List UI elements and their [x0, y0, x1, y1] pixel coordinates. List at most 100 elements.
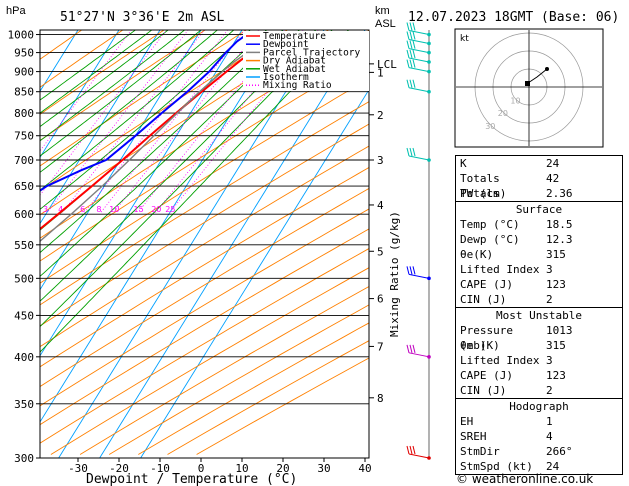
wind-barb: [406, 445, 431, 460]
row-label: CIN (J): [460, 293, 507, 306]
hodograph-ring-label: 10: [510, 97, 520, 106]
wind-barb-flag: [409, 49, 413, 59]
unstable-box: Most Unstable Pressure (mb) 1013 θe (K) 315 L…: [455, 308, 623, 399]
dry-adiabat-line: [40, 30, 165, 115]
row-value: 2.36: [546, 187, 573, 200]
series-dewpoint: [40, 31, 251, 192]
wind-barb-flag: [412, 266, 416, 275]
dry-adiabat-line: [138, 322, 369, 455]
table-row: Temp (°C) 18.5: [456, 217, 622, 232]
wind-barbs: [406, 22, 431, 460]
wind-barb-flag: [412, 22, 416, 31]
wind-barb-staff: [408, 67, 430, 73]
wind-barb-flag: [406, 79, 410, 88]
hodograph-end-point: [545, 67, 549, 71]
legend-label: Temperature: [263, 31, 326, 42]
wet-adiabat-line: [40, 30, 235, 191]
hodograph-box: Hodograph EH 1 SREH 4 StmDir 266° StmSpd (kt) 24: [455, 399, 623, 475]
table-row: StmSpd (kt) 24: [456, 459, 622, 474]
pressure-tick-label: 400: [14, 351, 34, 364]
height-tick-label: 1: [377, 66, 384, 79]
mixing-ratio-label: 3: [43, 205, 48, 214]
pressure-tick-label: 850: [14, 86, 34, 99]
row-label: Totals Totals: [460, 172, 500, 200]
table-row: CIN (J) 2: [456, 383, 622, 398]
wind-barb-staff: [408, 48, 430, 54]
row-value: 1: [546, 415, 553, 428]
wind-barb-dot: [427, 355, 431, 359]
dry-adiabat-line: [50, 267, 369, 455]
wet-adiabat-line: [40, 30, 169, 128]
wind-barb-dot: [427, 32, 431, 37]
wind-barb: [406, 266, 431, 281]
wind-barb-flag: [406, 49, 410, 59]
row-label: CAPE (J): [460, 278, 513, 291]
wind-barb-flag: [406, 147, 410, 157]
table-row: CAPE (J) 123: [456, 368, 622, 383]
row-value: 18.5: [546, 218, 573, 231]
section-title: Most Unstable: [495, 309, 583, 322]
dry-adiabat-line: [79, 285, 369, 455]
wet-adiabat-line: [40, 30, 185, 142]
table-row: Lifted Index 3: [456, 353, 622, 368]
wind-barb-flag: [409, 40, 413, 49]
wind-barb-flag: [406, 445, 410, 455]
isotherm-line: [40, 30, 120, 159]
wind-barb-flag: [406, 22, 410, 31]
height-tick-label: 3: [377, 154, 384, 167]
plot-frame: [39, 29, 370, 459]
dry-adiabat-line: [40, 228, 369, 426]
wind-barb-flag: [409, 147, 413, 157]
isotherm-line: [40, 30, 202, 291]
wet-adiabat-line: [40, 30, 153, 114]
table-row: θe(K) 315: [456, 247, 622, 262]
wind-barb: [406, 344, 431, 359]
dry-adiabat-line: [40, 30, 247, 167]
mixing-ratio-line: [169, 30, 319, 213]
hodograph-ring-label: 20: [498, 109, 508, 118]
wet-adiabat-line: [40, 30, 251, 210]
table-row: PW (cm) 2.36: [456, 186, 622, 201]
dry-adiabat-line: [40, 208, 369, 407]
wind-barb-flag: [412, 49, 416, 59]
wind-barb-flag: [409, 31, 413, 40]
legend-label: Dewpoint: [263, 39, 309, 50]
wind-barb: [406, 22, 431, 37]
row-label: Lifted Index: [460, 354, 540, 367]
temperature-tick-label: 10: [235, 462, 248, 475]
row-value: 266°: [546, 445, 573, 458]
wind-barb-flag: [406, 266, 410, 275]
mixing-ratio-label: 15: [133, 205, 143, 214]
pressure-tick-label: 600: [14, 208, 34, 221]
row-value: 4: [546, 430, 553, 443]
pressure-tick-label: 950: [14, 47, 34, 60]
mixing-ratio-axis-label: Mixing Ratio (g/kg): [388, 211, 401, 337]
hodograph-unit-label: kt: [460, 34, 469, 44]
mixing-ratio-label: 10: [109, 205, 119, 214]
dry-adiabat-line: [40, 30, 206, 142]
row-label: EH: [460, 415, 474, 428]
wet-adiabat-line: [40, 30, 218, 173]
profile-lines: 12346810152025: [40, 31, 277, 243]
axis-labels: 3003504004505005506006507007508008509009…: [8, 29, 398, 475]
hodograph-ring-label: 30: [485, 122, 495, 131]
row-value: 315: [546, 248, 566, 261]
mixing-ratio-line: [62, 30, 205, 213]
isotherm-line: [99, 30, 366, 458]
table-row: CIN (J) 2: [456, 292, 622, 307]
wind-barb-flag: [412, 40, 416, 49]
wind-barb-flag: [409, 59, 413, 68]
legend-label: Isotherm: [263, 72, 309, 83]
row-label: K: [460, 157, 467, 170]
wind-barb-flag: [412, 31, 416, 40]
dry-adiabat-line: [40, 101, 369, 306]
wind-barb: [406, 49, 431, 64]
wind-barb-staff: [408, 57, 430, 63]
wind-barb-dot: [427, 158, 431, 162]
isotherm-line: [40, 30, 161, 225]
row-value: 3: [546, 263, 553, 276]
location-title: 51°27'N 3°36'E 2m ASL: [60, 10, 225, 25]
wind-barb-flag: [409, 344, 413, 353]
